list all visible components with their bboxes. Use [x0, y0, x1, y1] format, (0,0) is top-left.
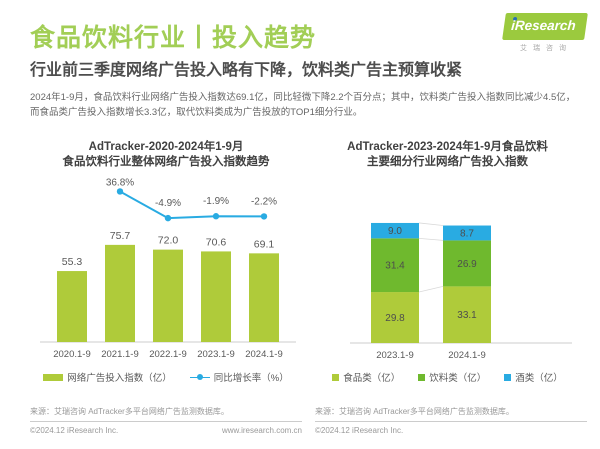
beverage-swatch-icon	[418, 373, 426, 381]
copyright-text: ©2024.12 iResearch Inc.	[30, 426, 119, 435]
legend-item-alcohol: 酒类（亿）	[504, 370, 563, 384]
source-note: 来源：艾瑞咨询 AdTracker多平台网络广告监测数据库。	[30, 407, 229, 416]
index-bar	[57, 271, 87, 342]
x-axis-label: 2020.1-9	[53, 349, 91, 360]
website-text: www.iresearch.com.cn	[221, 426, 302, 435]
line-marker	[212, 213, 220, 220]
x-axis-label: 2023.1-9	[197, 349, 235, 360]
stack-segment	[371, 238, 419, 293]
index-bar	[201, 251, 231, 342]
right-chart-title: AdTracker-2023-2024年1-9月食品饮料 主要细分行业网络广告投…	[347, 141, 548, 168]
legend-label: 酒类（亿）	[515, 373, 563, 384]
left-chart-title: AdTracker-2020-2024年1-9月 食品饮料行业整体网络广告投入指…	[62, 141, 270, 168]
bar-value-label: 72.0	[158, 235, 179, 247]
logo-brand-chinese: 艾瑞咨询	[520, 45, 572, 52]
segment-value-label: 26.9	[457, 259, 477, 270]
page-title: 食品饮料行业丨投入趋势	[30, 24, 317, 52]
bar-value-label: 69.1	[254, 238, 275, 250]
legend-label: 同比增长率（%）	[213, 373, 289, 384]
footer-right: 来源：艾瑞咨询 AdTracker多平台网络广告监测数据库。 ©2024.12 …	[315, 406, 587, 435]
copyright-text: ©2024.12 iResearch Inc.	[315, 426, 404, 435]
x-axis-label: 2024.1-9	[448, 350, 486, 361]
footer-left: 来源：艾瑞咨询 AdTracker多平台网络广告监测数据库。 ©2024.12 …	[30, 406, 302, 435]
series-connector-line	[418, 237, 444, 241]
series-connector-line	[418, 286, 444, 293]
x-axis-label: 2024.1-9	[245, 349, 283, 360]
line-marker	[164, 214, 172, 222]
segment-value-label: 8.7	[460, 228, 474, 239]
legend-item-growth: 同比增长率（%）	[189, 370, 289, 384]
food-swatch-icon	[332, 373, 340, 381]
logo-brand-text: iResearch	[510, 18, 577, 33]
legend-item-index: 网络广告投入指数（亿）	[43, 370, 172, 384]
stack-segment	[443, 225, 491, 241]
segment-value-label: 31.4	[385, 261, 405, 272]
growth-value-label: 36.8%	[106, 177, 134, 188]
footer-divider	[315, 421, 587, 422]
x-axis-label: 2023.1-9	[376, 350, 414, 361]
index-bar	[105, 244, 135, 342]
page-subtitle: 行业前三季度网络广告投入略有下降，饮料类广告主预算收紧	[30, 62, 463, 79]
legend-item-food: 食品类（亿）	[332, 370, 400, 384]
x-axis-label: 2021.1-9	[101, 349, 139, 360]
line-marker	[116, 188, 124, 195]
index-bar	[249, 253, 279, 342]
legend-label: 食品类（亿）	[343, 373, 401, 384]
alcohol-swatch-icon	[504, 373, 512, 381]
line-swatch-icon	[189, 373, 210, 381]
legend-label: 网络广告投入指数（亿）	[67, 373, 172, 384]
right-chart-canvas: 29.8 31.4 9.0 2023.1-9 33.1 26.9 8.7 2024.1-9	[350, 222, 572, 361]
left-chart-canvas: 55.3 2020.1-9 75.7 2021.1-9 72.0 2022.1-9 70.6…	[40, 177, 296, 360]
left-chart-legend: 网络广告投入指数（亿） 同比增长率（%）	[30, 370, 302, 384]
bar-value-label: 75.7	[110, 230, 131, 242]
bar-value-label: 70.6	[206, 236, 227, 248]
segment-value-label: 9.0	[388, 226, 402, 237]
index-bar	[153, 249, 183, 342]
legend-label: 饮料类（亿）	[429, 373, 487, 384]
chart-right-stacked: AdTracker-2023-2024年1-9月食品饮料 主要细分行业网络广告投…	[310, 140, 585, 384]
iresearch-logo: iResearch 艾瑞咨询	[502, 13, 588, 53]
bar-value-label: 55.3	[62, 256, 83, 268]
summary-paragraph: 2024年1-9月，食品饮料行业网络广告投入指数达69.1亿，同比轻微下降2.2…	[30, 92, 576, 118]
source-note: 来源：艾瑞咨询 AdTracker多平台网络广告监测数据库。	[315, 407, 514, 416]
growth-value-label: -1.9%	[203, 196, 229, 207]
footer-divider	[30, 421, 302, 422]
bar-swatch-icon	[43, 373, 64, 381]
right-chart-legend: 食品类（亿） 饮料类（亿） 酒类（亿）	[310, 370, 585, 384]
x-axis-label: 2022.1-9	[149, 349, 187, 360]
growth-value-label: -2.2%	[251, 196, 277, 207]
stack-segment	[371, 292, 419, 343]
stack-segment	[371, 222, 419, 239]
segment-value-label: 33.1	[457, 310, 477, 321]
logo-background: iResearch	[502, 13, 588, 40]
stack-segment	[443, 240, 491, 287]
segment-value-label: 29.8	[385, 313, 405, 324]
growth-value-label: -4.9%	[155, 198, 181, 209]
line-marker	[260, 213, 268, 220]
chart-left-combo: AdTracker-2020-2024年1-9月 食品饮料行业整体网络广告投入指…	[30, 140, 302, 384]
stack-segment	[443, 286, 491, 343]
growth-line	[119, 190, 265, 220]
series-connector-line	[418, 222, 444, 226]
legend-item-beverage: 饮料类（亿）	[418, 370, 486, 384]
